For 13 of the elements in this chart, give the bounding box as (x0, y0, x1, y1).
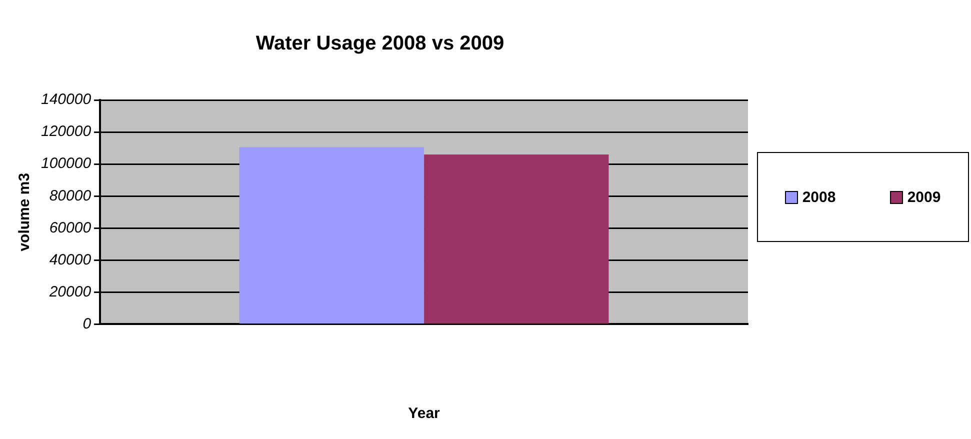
y-tick-label: 40000 (49, 251, 92, 268)
y-tick-label: 20000 (48, 283, 92, 300)
x-axis-title: Year (408, 405, 440, 422)
y-tick-label: 120000 (40, 123, 92, 140)
legend-label: 2008 (802, 188, 836, 206)
y-tick-label: 80000 (49, 187, 92, 204)
y-tick-label: 0 (82, 315, 92, 332)
y-tick-label: 100000 (40, 155, 92, 172)
legend-label: 2009 (907, 188, 941, 206)
y-tick-label: 140000 (40, 91, 92, 108)
y-tick-label: 60000 (49, 219, 92, 236)
y-axis-title: volume m3 (16, 172, 34, 252)
chart-title: Water Usage 2008 vs 2009 (256, 32, 504, 55)
